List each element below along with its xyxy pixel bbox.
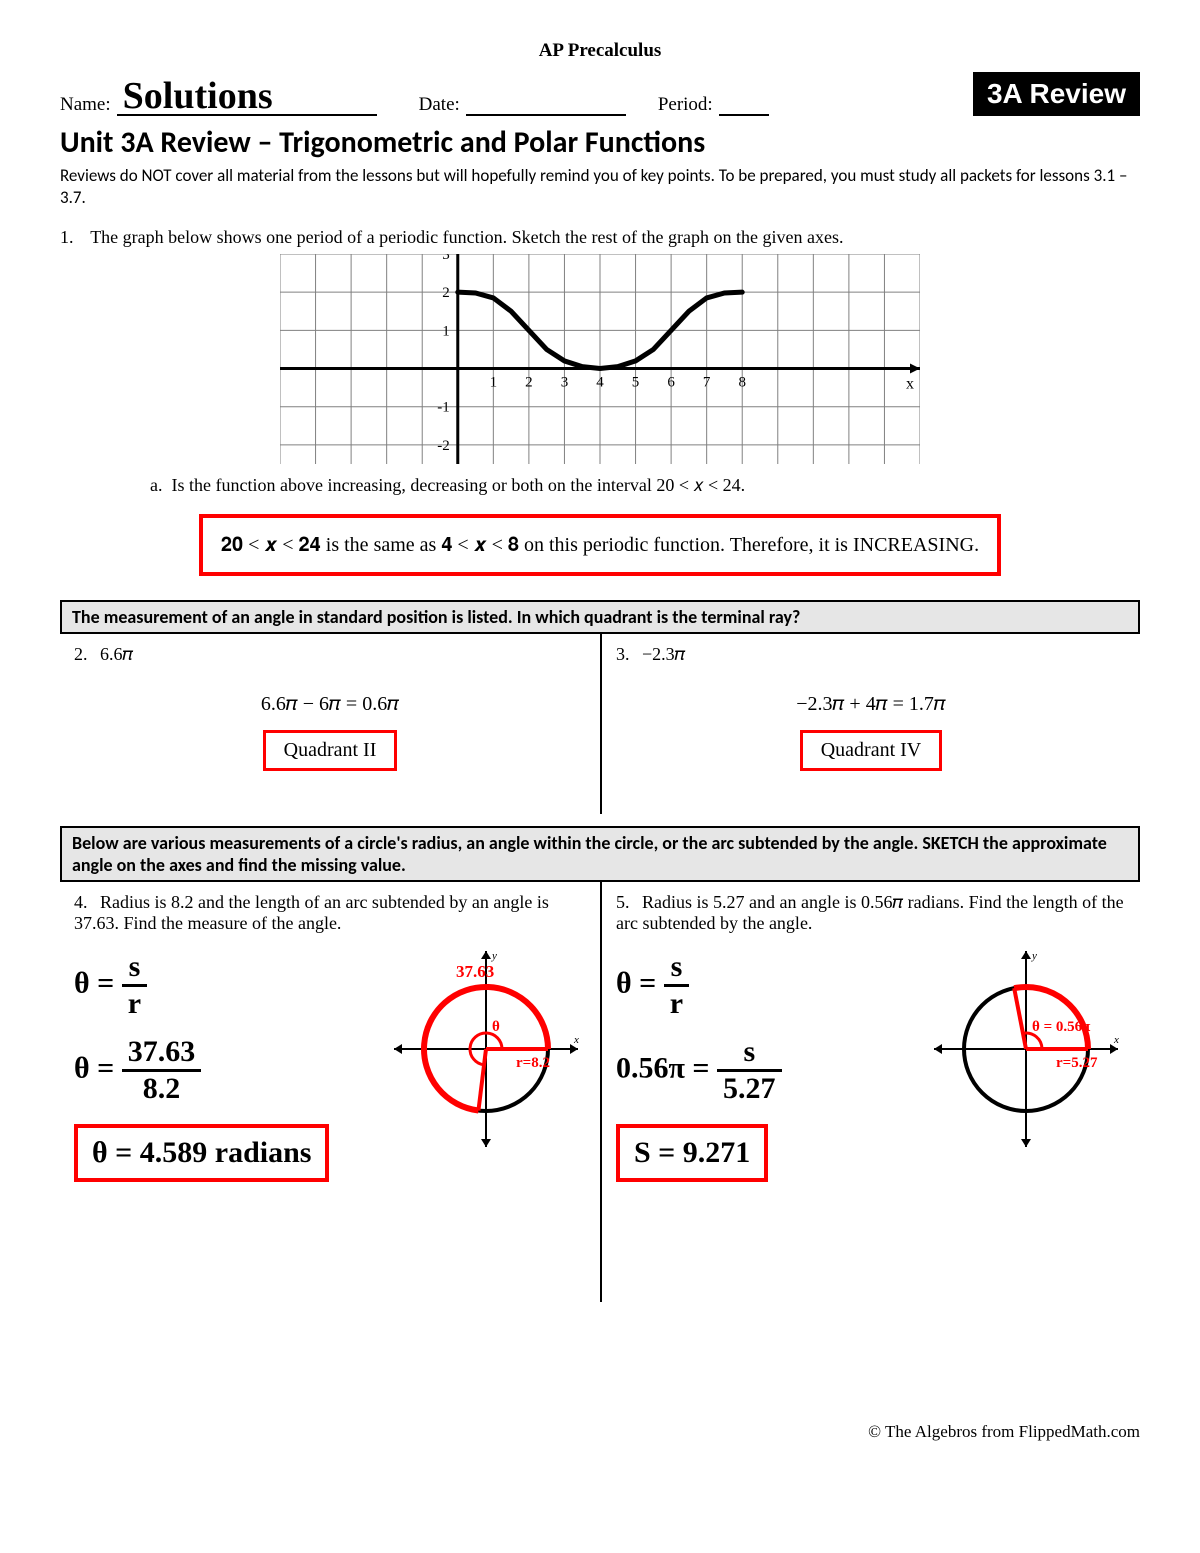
svg-text:5: 5	[632, 375, 640, 391]
svg-text:-1: -1	[437, 400, 450, 416]
q1a-text: Is the function above increasing, decrea…	[172, 475, 746, 495]
svg-text:y: y	[1031, 950, 1037, 962]
q1-text: The graph below shows one period of a pe…	[90, 227, 843, 247]
header-row: Name: Solutions Date: Period: 3A Review	[60, 72, 1140, 116]
svg-text:1: 1	[442, 324, 450, 340]
svg-text:θ: θ	[492, 1019, 500, 1035]
svg-text:2: 2	[525, 375, 533, 391]
q3-num: 3.	[616, 644, 642, 665]
q2-work: 6.6𝜋 − 6𝜋 = 0.6𝜋	[74, 693, 586, 716]
q4-answer: θ = 4.589 radians	[74, 1124, 329, 1182]
q4-sketch: x y37.63 r=8.2 θ	[386, 944, 586, 1159]
name-label: Name:	[60, 94, 111, 116]
q4-work1-num: s	[122, 950, 147, 987]
q5-sketch: x y r=5.27 θ = 0.56π	[926, 944, 1126, 1159]
q2: 2.6.6𝜋 6.6𝜋 − 6𝜋 = 0.6𝜋 Quadrant II	[60, 634, 600, 814]
q1-graph: 1 2 3 4 5 6 7 8 -2 -1 1 2 3 x	[60, 254, 1140, 469]
date-blank	[466, 88, 626, 116]
q4-work1-lhs: θ =	[74, 967, 114, 1000]
svg-text:1: 1	[490, 375, 498, 391]
svg-text:r=5.27: r=5.27	[1056, 1055, 1098, 1071]
q5-answer: S = 9.271	[616, 1124, 768, 1182]
period-label: Period:	[658, 94, 713, 116]
q1-answer: 𝟐𝟎 < 𝒙 < 𝟐𝟒 is the same as 𝟒 < 𝒙 < 𝟖 on …	[199, 514, 1001, 576]
course-title: AP Precalculus	[60, 40, 1140, 62]
svg-text:6: 6	[667, 375, 675, 391]
q1: 1. The graph below shows one period of a…	[60, 227, 1140, 248]
q5-work2-den: 5.27	[717, 1072, 782, 1106]
footer: © The Algebros from FlippedMath.com	[60, 1422, 1140, 1442]
svg-text:-2: -2	[437, 438, 450, 454]
q3: 3.−2.3𝜋 −2.3𝜋 + 4𝜋 = 1.7𝜋 Quadrant IV	[600, 634, 1140, 814]
svg-text:7: 7	[703, 375, 711, 391]
section2-header: The measurement of an angle in standard …	[60, 600, 1140, 634]
q2-num: 2.	[74, 644, 100, 665]
q5: 5.Radius is 5.27 and an angle is 0.56𝜋 r…	[600, 882, 1140, 1302]
q1a: a. Is the function above increasing, dec…	[150, 475, 1140, 496]
q3-work: −2.3𝜋 + 4𝜋 = 1.7𝜋	[616, 693, 1126, 716]
q4-work2-lhs: θ =	[74, 1052, 114, 1085]
intro-text: Reviews do NOT cover all material from t…	[60, 165, 1140, 209]
unit-title: Unit 3A Review – Trigonometric and Polar…	[60, 124, 1140, 161]
name-written: Solutions	[123, 74, 273, 118]
svg-text:y: y	[491, 950, 497, 962]
q1-num: 1.	[60, 227, 86, 248]
svg-text:3: 3	[442, 254, 450, 263]
q4-q5-row: 4.Radius is 8.2 and the length of an arc…	[60, 882, 1140, 1302]
q5-work: θ = sr 0.56π = s5.27 S = 9.271	[616, 944, 916, 1182]
svg-text:x: x	[1113, 1034, 1119, 1046]
q4-num: 4.	[74, 892, 100, 913]
q5-work1-num: s	[664, 950, 689, 987]
svg-text:2: 2	[442, 285, 450, 301]
q5-text: Radius is 5.27 and an angle is 0.56𝜋 rad…	[616, 892, 1124, 933]
q1a-label: a.	[150, 475, 163, 495]
svg-text:r=8.2: r=8.2	[516, 1055, 550, 1071]
q5-work1-lhs: θ =	[616, 967, 656, 1000]
q3-text: −2.3𝜋	[642, 644, 685, 664]
q5-work1-den: r	[664, 987, 689, 1021]
q4-work2-num: 37.63	[122, 1035, 202, 1072]
q4-work: θ = sr θ = 37.638.2 θ = 4.589 radians	[74, 944, 376, 1182]
q2-text: 6.6𝜋	[100, 644, 133, 664]
svg-text:θ = 0.56π: θ = 0.56π	[1032, 1019, 1091, 1035]
svg-text:3: 3	[561, 375, 569, 391]
q5-num: 5.	[616, 892, 642, 913]
svg-text:37.63: 37.63	[456, 962, 494, 981]
q2-q3-row: 2.6.6𝜋 6.6𝜋 − 6𝜋 = 0.6𝜋 Quadrant II 3.−2…	[60, 634, 1140, 814]
period-blank	[719, 88, 769, 116]
svg-text:x: x	[906, 376, 914, 393]
q4-work1-den: r	[122, 987, 147, 1021]
q4-work2-den: 8.2	[122, 1072, 202, 1106]
svg-text:8: 8	[738, 375, 746, 391]
q2-answer: Quadrant II	[263, 730, 398, 771]
date-label: Date:	[419, 94, 460, 116]
q4-text: Radius is 8.2 and the length of an arc s…	[74, 892, 549, 933]
name-blank: Solutions	[117, 88, 377, 116]
svg-text:4: 4	[596, 375, 604, 391]
q5-work2-lhs: 0.56π =	[616, 1052, 710, 1085]
q5-work2-num: s	[717, 1035, 782, 1072]
q4: 4.Radius is 8.2 and the length of an arc…	[60, 882, 600, 1302]
section3-header: Below are various measurements of a circ…	[60, 826, 1140, 882]
review-badge: 3A Review	[973, 72, 1140, 116]
q3-answer: Quadrant IV	[800, 730, 943, 771]
svg-text:x: x	[573, 1034, 579, 1046]
